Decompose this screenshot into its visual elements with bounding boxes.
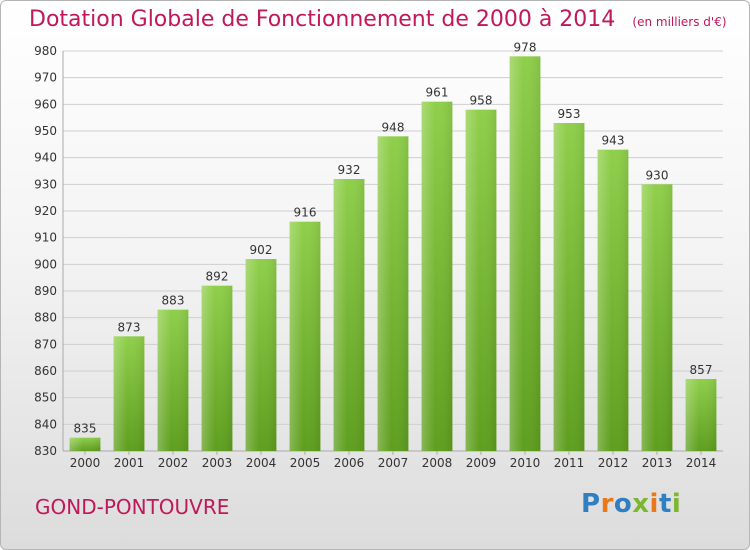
x-tick-label: 2005 (290, 456, 321, 470)
bar-shine (157, 309, 189, 451)
bar-shine (289, 221, 321, 451)
bar-value-label: 835 (74, 422, 97, 436)
x-tick-label: 2009 (466, 456, 497, 470)
bar-value-label: 958 (470, 94, 493, 108)
y-tick-label: 840 (34, 417, 57, 431)
bar-value-label: 961 (426, 86, 449, 100)
x-tick-label: 2011 (554, 456, 585, 470)
bar-value-label: 943 (602, 134, 625, 148)
x-tick-label: 2008 (422, 456, 453, 470)
y-tick-label: 870 (34, 337, 57, 351)
y-tick-label: 940 (34, 151, 57, 165)
x-tick-label: 2000 (70, 456, 101, 470)
x-tick-label: 2002 (158, 456, 189, 470)
y-tick-label: 850 (34, 391, 57, 405)
bar-shine (509, 56, 541, 451)
y-tick-label: 950 (34, 124, 57, 138)
logo-letter: P (581, 489, 601, 519)
bar-shine (641, 184, 673, 452)
logo-letter: i (649, 489, 659, 519)
logo-letter: t (658, 489, 672, 519)
bar-shine (685, 379, 717, 451)
bar-shine (465, 109, 497, 452)
y-tick-label: 970 (34, 71, 57, 85)
x-tick-label: 2003 (202, 456, 233, 470)
bar-value-label: 932 (338, 163, 361, 177)
logo-letter: o (613, 489, 633, 519)
y-tick-label: 830 (34, 444, 57, 458)
x-tick-label: 2004 (246, 456, 277, 470)
x-tick-label: 2006 (334, 456, 365, 470)
bar-value-label: 883 (162, 294, 185, 308)
y-tick-label: 930 (34, 177, 57, 191)
logo-letter: r (600, 489, 614, 519)
bar-shine (69, 437, 101, 451)
bar-value-label: 916 (294, 206, 317, 220)
y-tick-label: 960 (34, 97, 57, 111)
bar-shine (597, 149, 629, 451)
bar-shine (113, 336, 145, 451)
logo-letter: x (632, 489, 650, 519)
bar-value-label: 902 (250, 243, 273, 257)
chart-subtitle: (en milliers d'€) (632, 15, 727, 29)
bar-shine (377, 136, 409, 452)
x-tick-label: 2014 (686, 456, 717, 470)
y-tick-label: 910 (34, 231, 57, 245)
bar-shine (333, 179, 365, 451)
bar-value-label: 873 (118, 320, 141, 334)
bar-value-label: 948 (382, 120, 405, 134)
y-tick-label: 900 (34, 257, 57, 271)
bar-shine (421, 101, 453, 452)
y-tick-label: 860 (34, 364, 57, 378)
y-tick-label: 920 (34, 204, 57, 218)
bar-shine (201, 285, 233, 451)
x-tick-label: 2007 (378, 456, 409, 470)
logo-letter: i (671, 489, 682, 519)
bar-value-label: 978 (514, 40, 537, 54)
x-tick-label: 2012 (598, 456, 629, 470)
x-tick-label: 2013 (642, 456, 673, 470)
commune-name: GOND-PONTOUVRE (35, 495, 230, 519)
bar-value-label: 953 (558, 107, 581, 121)
proxiti-logo: Proxiti (581, 489, 681, 519)
chart-title-main: Dotation Globale de Fonctionnement de 20… (29, 7, 616, 32)
bar-value-label: 857 (690, 363, 713, 377)
bar-value-label: 930 (646, 168, 669, 182)
bar-shine (245, 259, 277, 451)
x-tick-label: 2001 (114, 456, 145, 470)
y-tick-label: 980 (34, 44, 57, 58)
chart-title: Dotation Globale de Fonctionnement de 20… (29, 7, 727, 32)
bar-value-label: 892 (206, 270, 229, 284)
y-tick-label: 880 (34, 311, 57, 325)
y-tick-label: 890 (34, 284, 57, 298)
bar-shine (553, 123, 585, 451)
x-tick-label: 2010 (510, 456, 541, 470)
